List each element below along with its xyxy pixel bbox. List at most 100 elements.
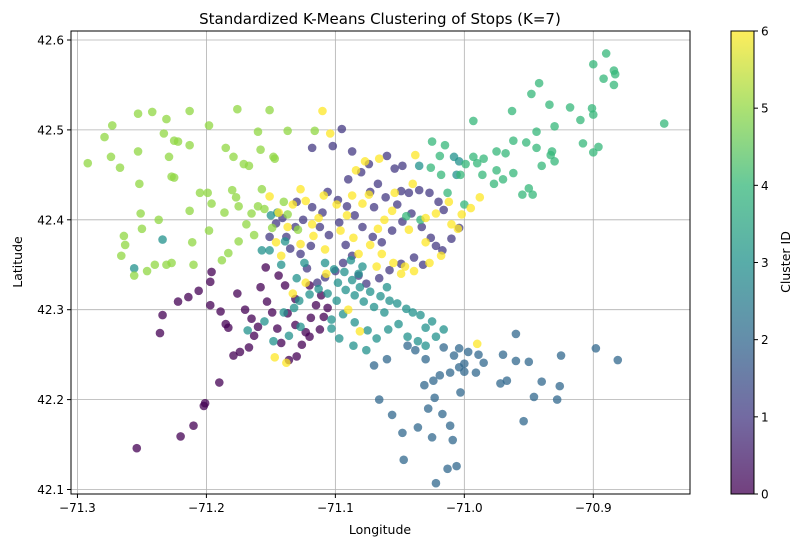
data-point-cluster-6 — [301, 278, 311, 288]
y-tick-label: 42.6 — [37, 33, 64, 47]
data-point-cluster-0 — [247, 314, 256, 323]
data-point-cluster-0 — [297, 340, 307, 350]
data-point-cluster-2 — [420, 380, 429, 390]
data-point-cluster-5 — [195, 188, 205, 198]
data-point-cluster-5 — [135, 179, 144, 189]
colorbar-tick-label: 5 — [761, 102, 769, 116]
data-point-cluster-6 — [365, 240, 375, 250]
data-point-cluster-2 — [591, 344, 601, 353]
data-point-cluster-0 — [184, 292, 193, 302]
data-point-cluster-0 — [216, 307, 225, 316]
data-point-cluster-4 — [498, 175, 508, 184]
data-point-cluster-6 — [351, 166, 361, 175]
data-point-cluster-5 — [189, 260, 198, 270]
data-point-cluster-4 — [532, 127, 541, 136]
data-point-cluster-5 — [253, 202, 263, 211]
data-point-cluster-3 — [284, 331, 294, 341]
data-point-cluster-3 — [416, 310, 425, 320]
data-point-cluster-1 — [285, 244, 295, 253]
data-point-cluster-1 — [447, 234, 456, 243]
x-tick-label: −71.2 — [188, 501, 225, 515]
data-point-cluster-5 — [116, 251, 126, 261]
data-point-cluster-6 — [404, 225, 414, 234]
data-point-cluster-0 — [189, 421, 198, 430]
data-point-cluster-3 — [347, 275, 357, 285]
data-point-cluster-3 — [431, 332, 441, 341]
colorbar — [731, 31, 754, 494]
data-point-cluster-6 — [360, 157, 370, 166]
data-point-cluster-2 — [439, 343, 448, 352]
data-point-cluster-5 — [220, 208, 229, 217]
data-point-cluster-5 — [119, 231, 129, 241]
data-point-cluster-4 — [518, 190, 527, 199]
data-point-cluster-1 — [387, 226, 397, 235]
data-point-cluster-3 — [365, 287, 375, 297]
data-point-cluster-1 — [390, 164, 399, 173]
data-point-cluster-2 — [529, 392, 539, 402]
data-point-cluster-4 — [588, 110, 598, 119]
data-point-cluster-5 — [133, 147, 143, 156]
data-point-cluster-2 — [556, 351, 566, 360]
data-point-cluster-1 — [338, 258, 348, 268]
data-point-cluster-3 — [380, 308, 389, 317]
data-point-cluster-6 — [283, 222, 292, 232]
data-point-cluster-5 — [187, 237, 197, 247]
data-point-cluster-6 — [332, 200, 341, 209]
data-point-cluster-2 — [463, 347, 473, 357]
data-point-cluster-3 — [421, 323, 430, 332]
data-point-cluster-3 — [260, 317, 269, 326]
data-point-cluster-2 — [427, 433, 437, 442]
data-point-cluster-6 — [355, 326, 365, 336]
data-point-cluster-3 — [257, 246, 267, 255]
data-point-cluster-2 — [443, 464, 452, 474]
data-point-cluster-5 — [260, 204, 269, 214]
data-point-cluster-2 — [445, 421, 455, 430]
data-point-cluster-0 — [274, 271, 283, 280]
data-point-cluster-3 — [292, 273, 301, 283]
data-points — [83, 49, 669, 488]
data-point-cluster-4 — [534, 78, 544, 88]
data-point-cluster-5 — [173, 137, 183, 146]
data-point-cluster-0 — [155, 328, 165, 338]
data-point-cluster-3 — [408, 308, 418, 317]
data-point-cluster-6 — [389, 258, 398, 268]
data-point-cluster-6 — [436, 251, 446, 261]
data-point-cluster-3 — [323, 289, 332, 298]
data-point-cluster-3 — [354, 269, 363, 279]
data-point-cluster-0 — [253, 322, 263, 332]
data-point-cluster-1 — [434, 197, 443, 207]
data-point-cluster-5 — [257, 184, 267, 194]
data-point-cluster-1 — [374, 273, 384, 283]
data-point-cluster-0 — [311, 300, 321, 310]
data-point-cluster-5 — [137, 224, 147, 234]
data-point-cluster-0 — [233, 289, 242, 298]
data-point-cluster-3 — [401, 304, 411, 314]
data-point-cluster-2 — [413, 423, 423, 432]
data-point-cluster-1 — [392, 200, 402, 209]
data-point-cluster-6 — [447, 219, 456, 229]
data-point-cluster-5 — [207, 199, 216, 208]
data-point-cluster-4 — [461, 159, 470, 169]
data-point-cluster-5 — [253, 127, 263, 136]
y-axis-label: Latitude — [10, 236, 25, 288]
data-point-cluster-1 — [439, 205, 448, 215]
data-point-cluster-6 — [343, 305, 353, 315]
data-point-cluster-2 — [449, 351, 459, 360]
data-point-cluster-1 — [307, 202, 317, 212]
data-point-cluster-5 — [283, 210, 292, 219]
data-point-cluster-3 — [349, 341, 358, 350]
data-point-cluster-5 — [265, 105, 274, 115]
data-point-cluster-6 — [307, 219, 317, 229]
data-point-cluster-3 — [385, 296, 394, 306]
data-point-cluster-5 — [164, 152, 174, 162]
data-point-cluster-3 — [327, 324, 336, 333]
colorbar-tick-label: 6 — [761, 25, 769, 39]
data-point-cluster-6 — [466, 203, 476, 213]
data-point-cluster-4 — [545, 100, 554, 110]
data-point-cluster-1 — [265, 232, 274, 242]
data-point-cluster-0 — [132, 443, 142, 453]
data-point-cluster-6 — [408, 179, 418, 189]
data-point-cluster-2 — [454, 344, 464, 353]
data-point-cluster-6 — [314, 213, 323, 223]
